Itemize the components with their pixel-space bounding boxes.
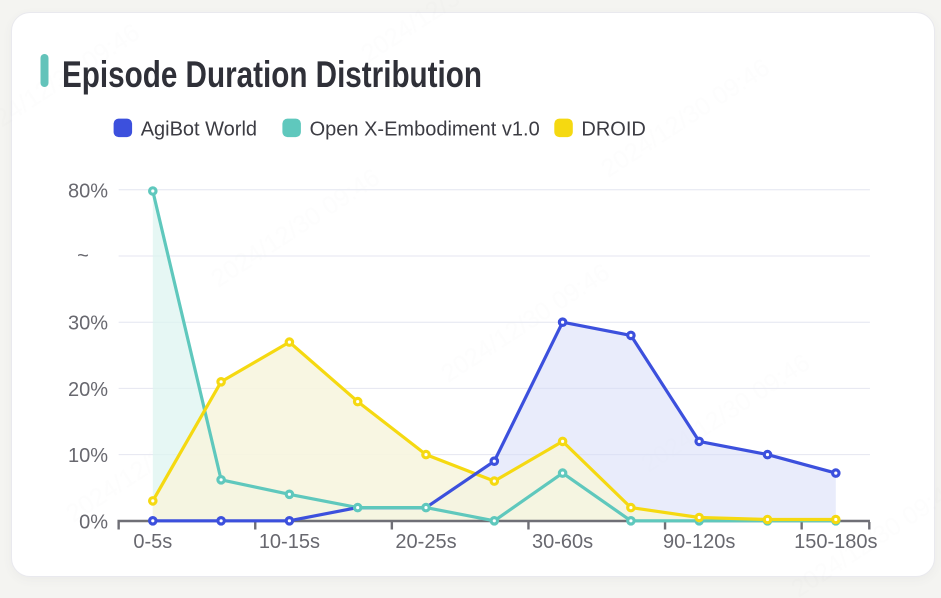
svg-text:0-5s: 0-5s	[133, 531, 172, 553]
svg-text:30-60s: 30-60s	[532, 531, 593, 553]
svg-text:30%: 30%	[68, 313, 108, 335]
svg-text:10%: 10%	[68, 445, 108, 467]
svg-text:0%: 0%	[79, 511, 108, 533]
svg-text:20%: 20%	[68, 379, 108, 401]
svg-text:20-25s: 20-25s	[395, 531, 456, 553]
svg-text:AgiBot World: AgiBot World	[141, 119, 257, 141]
svg-text:Episode Duration Distribution: Episode Duration Distribution	[62, 54, 482, 95]
svg-text:DROID: DROID	[581, 119, 645, 141]
svg-text:2024/12/30 09:46: 2024/12/30 09:46	[206, 164, 384, 293]
svg-text:Open X-Embodiment v1.0: Open X-Embodiment v1.0	[310, 119, 540, 141]
svg-text:~: ~	[77, 245, 89, 267]
svg-text:80%: 80%	[68, 180, 108, 202]
svg-text:90-120s: 90-120s	[663, 531, 735, 553]
svg-text:150-180s: 150-180s	[794, 531, 877, 553]
svg-text:10-15s: 10-15s	[259, 531, 320, 553]
